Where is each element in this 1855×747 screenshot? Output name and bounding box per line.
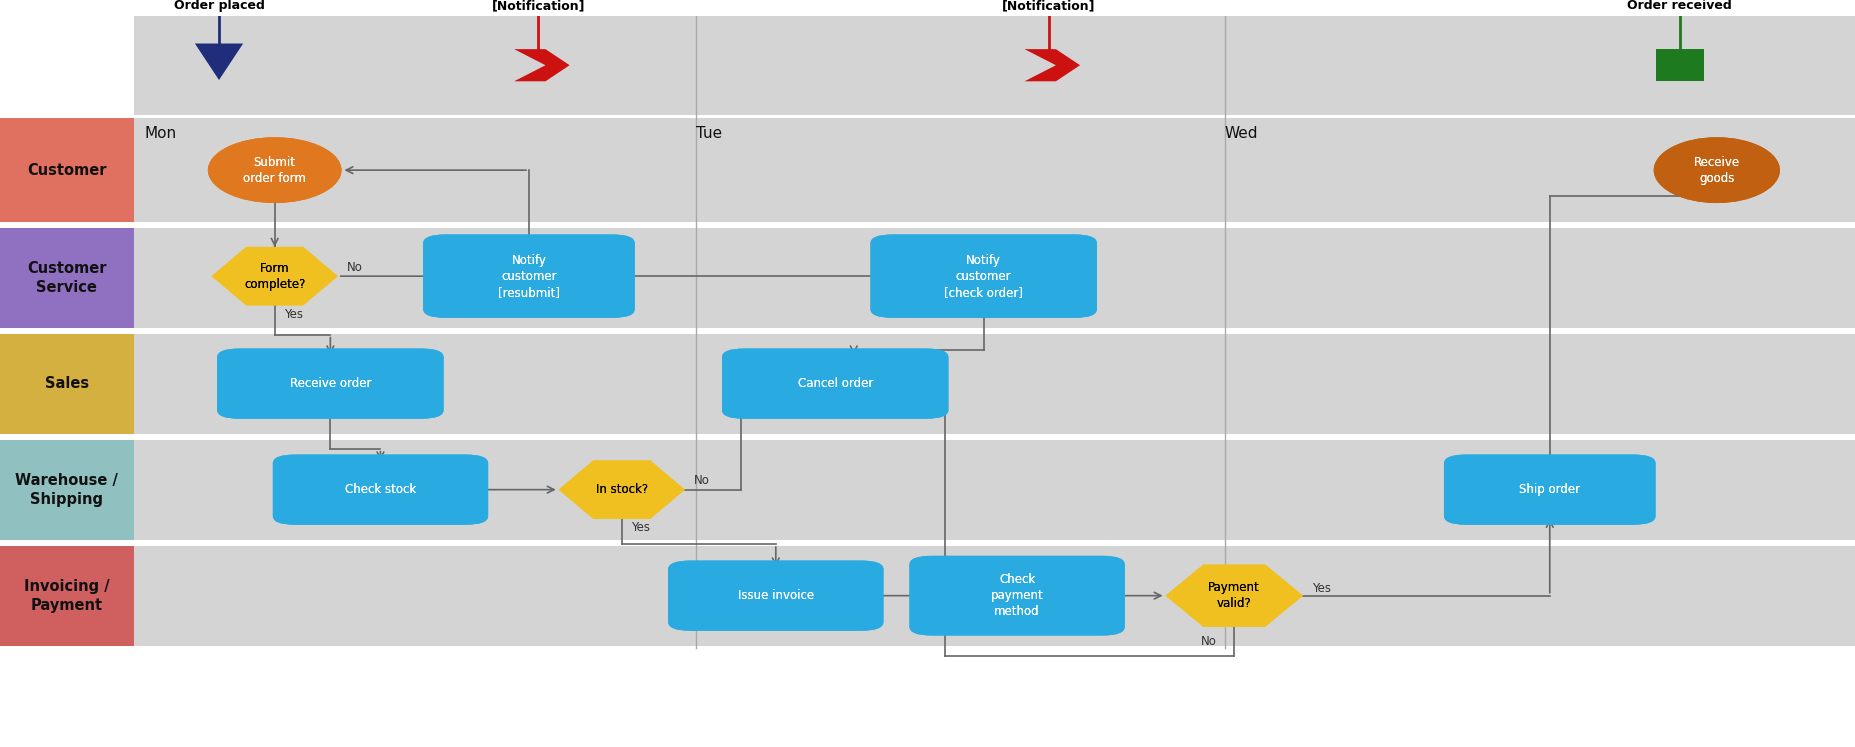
Text: Issue invoice: Issue invoice — [736, 589, 814, 602]
Bar — [134, 228, 1855, 328]
Bar — [134, 334, 1855, 434]
Ellipse shape — [208, 137, 341, 203]
Bar — [0, 228, 134, 328]
Text: Customer
Service: Customer Service — [28, 261, 106, 295]
Text: Check
payment
method: Check payment method — [991, 573, 1043, 619]
Text: Notify
customer
[resubmit]: Notify customer [resubmit] — [497, 254, 560, 299]
Bar — [0, 334, 134, 434]
Text: Submit
order form: Submit order form — [243, 155, 306, 185]
Bar — [0, 546, 134, 646]
Text: Customer: Customer — [28, 163, 106, 178]
Text: Ship order: Ship order — [1519, 483, 1579, 496]
Text: Check
payment
method: Check payment method — [991, 573, 1043, 619]
FancyBboxPatch shape — [668, 560, 883, 630]
FancyBboxPatch shape — [668, 560, 883, 630]
Text: Receive
goods: Receive goods — [1694, 155, 1738, 185]
Text: Cancel order: Cancel order — [798, 377, 872, 390]
Text: Form
complete?: Form complete? — [243, 261, 306, 291]
Text: No: No — [347, 261, 364, 274]
FancyBboxPatch shape — [722, 349, 948, 419]
FancyBboxPatch shape — [909, 556, 1124, 636]
Text: Sales: Sales — [45, 376, 89, 391]
Text: Payment
valid?: Payment valid? — [1208, 581, 1260, 610]
Text: No: No — [1200, 635, 1217, 648]
Text: Wed: Wed — [1224, 125, 1258, 140]
Polygon shape — [558, 460, 684, 519]
FancyBboxPatch shape — [217, 349, 443, 419]
Text: Check stock: Check stock — [345, 483, 416, 496]
Bar — [0, 440, 134, 540]
Polygon shape — [1165, 565, 1302, 627]
FancyBboxPatch shape — [423, 235, 634, 317]
FancyBboxPatch shape — [722, 349, 948, 419]
Ellipse shape — [1653, 137, 1779, 203]
Text: Notify
customer
[check order]: Notify customer [check order] — [944, 254, 1022, 299]
Text: Yes: Yes — [631, 521, 649, 534]
Text: No: No — [694, 474, 710, 487]
Text: Warehouse /
Shipping: Warehouse / Shipping — [15, 473, 119, 507]
Text: Order placed: Order placed — [174, 0, 263, 12]
Text: Invoicing /
Payment: Invoicing / Payment — [24, 579, 109, 613]
Text: Cancel order: Cancel order — [798, 377, 872, 390]
FancyBboxPatch shape — [870, 235, 1096, 317]
Text: Receive order: Receive order — [289, 377, 371, 390]
Text: Order received: Order received — [1627, 0, 1731, 12]
Polygon shape — [211, 247, 338, 306]
Text: Submit
order form: Submit order form — [243, 155, 306, 185]
Polygon shape — [1024, 49, 1080, 81]
Text: Tue: Tue — [696, 125, 722, 140]
Ellipse shape — [208, 137, 341, 203]
Text: Check stock: Check stock — [345, 483, 416, 496]
Ellipse shape — [1653, 137, 1779, 203]
FancyBboxPatch shape — [273, 455, 488, 524]
Polygon shape — [514, 49, 569, 81]
Polygon shape — [1165, 565, 1302, 627]
FancyBboxPatch shape — [217, 349, 443, 419]
Text: Mon: Mon — [145, 125, 176, 140]
Text: Issue invoice: Issue invoice — [736, 589, 814, 602]
FancyBboxPatch shape — [870, 235, 1096, 317]
Text: Receive order: Receive order — [289, 377, 371, 390]
FancyBboxPatch shape — [273, 455, 488, 524]
Text: [Notification]: [Notification] — [1002, 0, 1094, 12]
Bar — [134, 546, 1855, 646]
Text: In stock?: In stock? — [595, 483, 647, 496]
Bar — [0, 118, 134, 222]
Text: Ship order: Ship order — [1519, 483, 1579, 496]
FancyBboxPatch shape — [1443, 455, 1655, 524]
Text: Form
complete?: Form complete? — [243, 261, 306, 291]
FancyBboxPatch shape — [909, 556, 1124, 636]
Text: Notify
customer
[resubmit]: Notify customer [resubmit] — [497, 254, 560, 299]
Polygon shape — [195, 43, 243, 80]
Polygon shape — [558, 460, 684, 519]
FancyBboxPatch shape — [1443, 455, 1655, 524]
Text: Payment
valid?: Payment valid? — [1208, 581, 1260, 610]
Text: Notify
customer
[check order]: Notify customer [check order] — [944, 254, 1022, 299]
Text: Yes: Yes — [284, 308, 302, 320]
Text: [Notification]: [Notification] — [492, 0, 584, 12]
Bar — [1655, 49, 1703, 81]
Text: Receive
goods: Receive goods — [1694, 155, 1738, 185]
FancyBboxPatch shape — [423, 235, 634, 317]
Bar — [134, 16, 1855, 114]
Text: In stock?: In stock? — [595, 483, 647, 496]
Polygon shape — [211, 247, 338, 306]
Bar — [134, 440, 1855, 540]
Bar — [134, 118, 1855, 222]
Text: Yes: Yes — [1311, 582, 1330, 595]
